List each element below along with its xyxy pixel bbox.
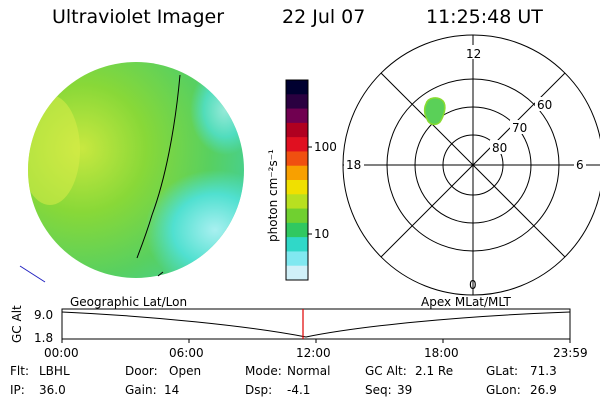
lat-label-60: 60 — [537, 98, 552, 112]
colorbar-segment — [286, 194, 308, 210]
info-ip: IP: 36.0 — [10, 383, 66, 397]
auroral-patch — [423, 97, 446, 126]
info-ip-value: 36.0 — [39, 383, 66, 397]
polar-plot — [342, 34, 600, 296]
info-gain-value: 14 — [164, 383, 180, 397]
mlt-label-6: 6 — [576, 158, 584, 172]
info-flt: Flt: LBHL — [10, 364, 70, 378]
timeline-right-title: Apex MLat/MLT — [421, 295, 511, 309]
info-dsp-value: -4.1 — [287, 383, 311, 397]
info-door: Door: Open — [125, 364, 202, 378]
date-label: 22 Jul 07 — [282, 6, 366, 28]
info-gain: Gain: 14 — [125, 383, 180, 397]
x-tick-0000: 00:00 — [44, 346, 79, 360]
info-gcalt: GC Alt: 2.1 Re — [365, 364, 454, 378]
x-tick-0600: 06:00 — [169, 346, 204, 360]
info-mode: Mode: Normal — [245, 364, 331, 378]
x-tick-1200: 12:00 — [296, 346, 331, 360]
x-tick-2359: 23:59 — [553, 346, 588, 360]
mlt-label-18: 18 — [346, 158, 361, 172]
info-mode-value: Normal — [287, 364, 331, 378]
orbit-mark — [157, 271, 164, 277]
colorbar-segment — [286, 94, 308, 110]
y-tick-9: 9.0 — [34, 308, 53, 322]
colorbar-segment — [286, 265, 308, 281]
info-door-value: Open — [169, 364, 202, 378]
colorbar: 100 10 photon cm⁻²s⁻¹ — [266, 79, 337, 281]
colorbar-segment — [286, 137, 308, 152]
time-label: 11:25:48 UT — [426, 6, 543, 28]
info-dsp: Dsp: -4.1 — [245, 383, 311, 397]
lat-label-80: 80 — [492, 141, 507, 155]
colorbar-segment — [286, 251, 308, 267]
mlt-label-12: 12 — [466, 47, 481, 61]
terminator-line — [136, 74, 181, 259]
colorbar-segment — [286, 208, 308, 224]
colorbar-segment — [286, 151, 308, 167]
app-title: Ultraviolet Imager — [52, 6, 225, 28]
colorbar-tick-100: 100 — [314, 140, 337, 154]
info-glon-value: 26.9 — [530, 383, 557, 397]
uv-image-disk — [28, 62, 244, 278]
info-seq-value: 39 — [397, 383, 413, 397]
altitude-timeline: Geographic Lat/Lon Apex MLat/MLT GC Alt … — [10, 295, 588, 360]
colorbar-segment — [286, 80, 308, 95]
colorbar-label: photon cm⁻²s⁻¹ — [266, 149, 280, 242]
info-gcalt-value: 2.1 Re — [415, 364, 454, 378]
y-tick-1.8: 1.8 — [34, 331, 53, 345]
colorbar-segment — [286, 237, 308, 252]
colorbar-segment — [286, 122, 308, 138]
info-glat: GLat: 71.3 — [486, 364, 557, 378]
mlt-label-0: 0 — [469, 278, 477, 292]
colorbar-tick-10: 10 — [314, 227, 329, 241]
x-tick-1800: 18:00 — [424, 346, 459, 360]
lat-label-70: 70 — [512, 121, 527, 135]
sun-direction-line — [19, 265, 46, 283]
timeline-ylabel: GC Alt — [10, 305, 24, 343]
altitude-curve — [61, 311, 571, 338]
timeline-left-title: Geographic Lat/Lon — [70, 295, 187, 309]
info-glat-value: 71.3 — [530, 364, 557, 378]
colorbar-segment — [286, 180, 308, 195]
info-glon: GLon: 26.9 — [486, 383, 557, 397]
colorbar-segment — [286, 165, 308, 181]
colorbar-segment — [286, 108, 308, 124]
info-flt-value: LBHL — [39, 364, 70, 378]
info-seq: Seq: 39 — [365, 383, 413, 397]
colorbar-segment — [286, 222, 308, 238]
